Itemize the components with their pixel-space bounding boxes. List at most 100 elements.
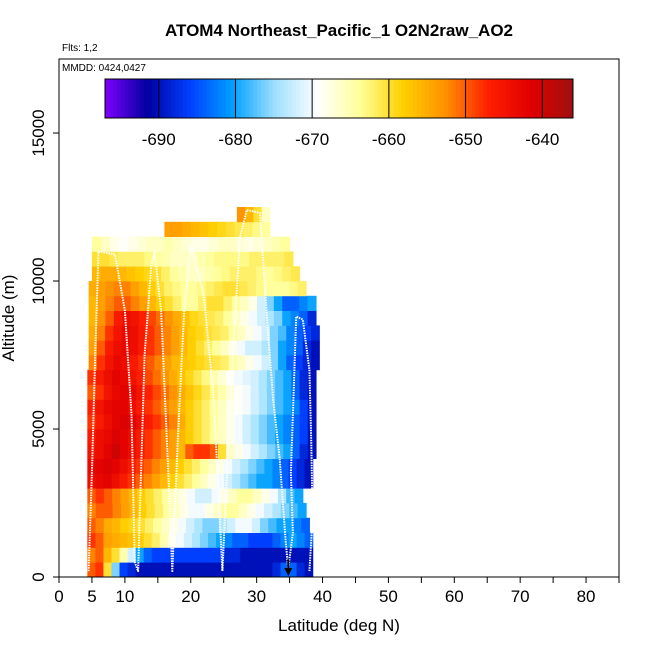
colorbar-swatch (483, 79, 488, 118)
heatmap-cell (161, 266, 171, 282)
colorbar-swatch (311, 79, 317, 118)
heatmap-cell (256, 532, 265, 548)
heatmap-cell (209, 443, 219, 459)
heatmap-cell (195, 325, 205, 341)
heatmap-cell (217, 429, 227, 445)
heatmap-cell (289, 281, 299, 297)
heatmap-cell (136, 429, 146, 445)
heatmap-cell (163, 503, 173, 519)
heatmap-cell (130, 310, 140, 326)
heatmap-cell (258, 429, 268, 445)
colorbar-swatch (444, 79, 449, 118)
heatmap-cell (304, 473, 314, 489)
heatmap-cell (256, 266, 266, 282)
heatmap-cell (173, 221, 183, 237)
heatmap-cell (234, 443, 244, 459)
colorbar-swatch (545, 79, 551, 118)
heatmap-cell (280, 281, 290, 297)
heatmap-cell (186, 488, 196, 504)
heatmap-cell (103, 488, 113, 504)
heatmap-cell (169, 266, 180, 282)
colorbar-swatch (381, 79, 387, 118)
dates-note: MMDD: 0424,0427 (62, 63, 146, 74)
heatmap-cell (145, 236, 156, 252)
heatmap-cell (291, 429, 301, 445)
heatmap-cell (224, 532, 233, 548)
heatmap-cell (119, 429, 129, 445)
heatmap-cell (152, 399, 162, 415)
colorbar-swatch (537, 79, 543, 118)
heatmap-cell (208, 221, 218, 237)
heatmap-cell (275, 414, 284, 430)
heatmap-cell (311, 340, 320, 356)
heatmap-cell (171, 340, 180, 356)
heatmap-cell (264, 266, 275, 282)
heatmap-cell (214, 310, 224, 326)
heatmap-cell (179, 340, 189, 356)
heatmap-cell (280, 547, 290, 563)
heatmap-cell (199, 458, 209, 474)
heatmap-cell (155, 281, 165, 297)
heatmap-cell (119, 369, 129, 385)
heatmap-cell (266, 399, 276, 415)
heatmap-cell (232, 458, 241, 474)
heatmap-cell (288, 473, 298, 489)
heatmap-cell (299, 443, 309, 459)
heatmap-cell (136, 414, 146, 430)
colorbar-swatch (393, 79, 398, 118)
heatmap-cell (234, 399, 244, 415)
heatmap-cell (202, 517, 212, 533)
heatmap-cell (282, 266, 292, 282)
colorbar-swatch (116, 79, 122, 118)
heatmap-cell (183, 458, 193, 474)
heatmap-cell (153, 517, 162, 533)
heatmap-cell (188, 281, 198, 297)
heatmap-cell (264, 473, 274, 489)
colorbar-swatch (506, 79, 512, 118)
heatmap-cell (217, 236, 228, 252)
colorbar-swatch (272, 79, 278, 118)
heatmap-cell (185, 399, 195, 415)
heatmap-cell (288, 547, 298, 563)
heatmap-cell (283, 443, 293, 459)
heatmap-cell (162, 355, 172, 371)
colorbar-swatch (530, 79, 535, 118)
heatmap-cell (296, 532, 306, 548)
heatmap-cell (105, 295, 115, 311)
colorbar-swatch (225, 79, 231, 118)
colorbar-swatch (534, 79, 539, 118)
heatmap-cell (250, 384, 260, 400)
colorbar-swatch (241, 79, 246, 118)
heatmap-cell (248, 295, 258, 311)
heatmap-cell (266, 384, 276, 400)
heatmap-cell (217, 443, 227, 459)
heatmap-cell (146, 325, 156, 341)
heatmap-cell (171, 503, 181, 519)
heatmap-cell (216, 458, 225, 474)
heatmap-cell (162, 340, 172, 356)
heatmap-cell (117, 266, 128, 282)
heatmap-cell (307, 399, 317, 415)
heatmap-cell (256, 562, 265, 578)
heatmap-cell (135, 266, 145, 282)
heatmap-cell (244, 236, 255, 252)
heatmap-cell (143, 458, 153, 474)
heatmap-cell (186, 517, 195, 533)
heatmap-cell (136, 443, 146, 459)
colorbar-swatch (159, 79, 164, 118)
x-tick-label: 80 (577, 587, 596, 606)
heatmap-cell (181, 236, 192, 252)
heatmap-cell (180, 281, 190, 297)
heatmap-cell (265, 310, 275, 326)
heatmap-cell (302, 325, 312, 341)
heatmap-cell (272, 547, 282, 563)
heatmap-cell (224, 547, 233, 563)
heatmap-cell (105, 340, 114, 356)
heatmap-cell (221, 503, 231, 519)
heatmap-cell (297, 281, 307, 297)
x-tick-label: 0 (54, 587, 63, 606)
heatmap-cell (253, 207, 263, 223)
heatmap-cell (240, 562, 249, 578)
heatmap-cell (278, 355, 287, 371)
colorbar-swatch (448, 79, 453, 118)
